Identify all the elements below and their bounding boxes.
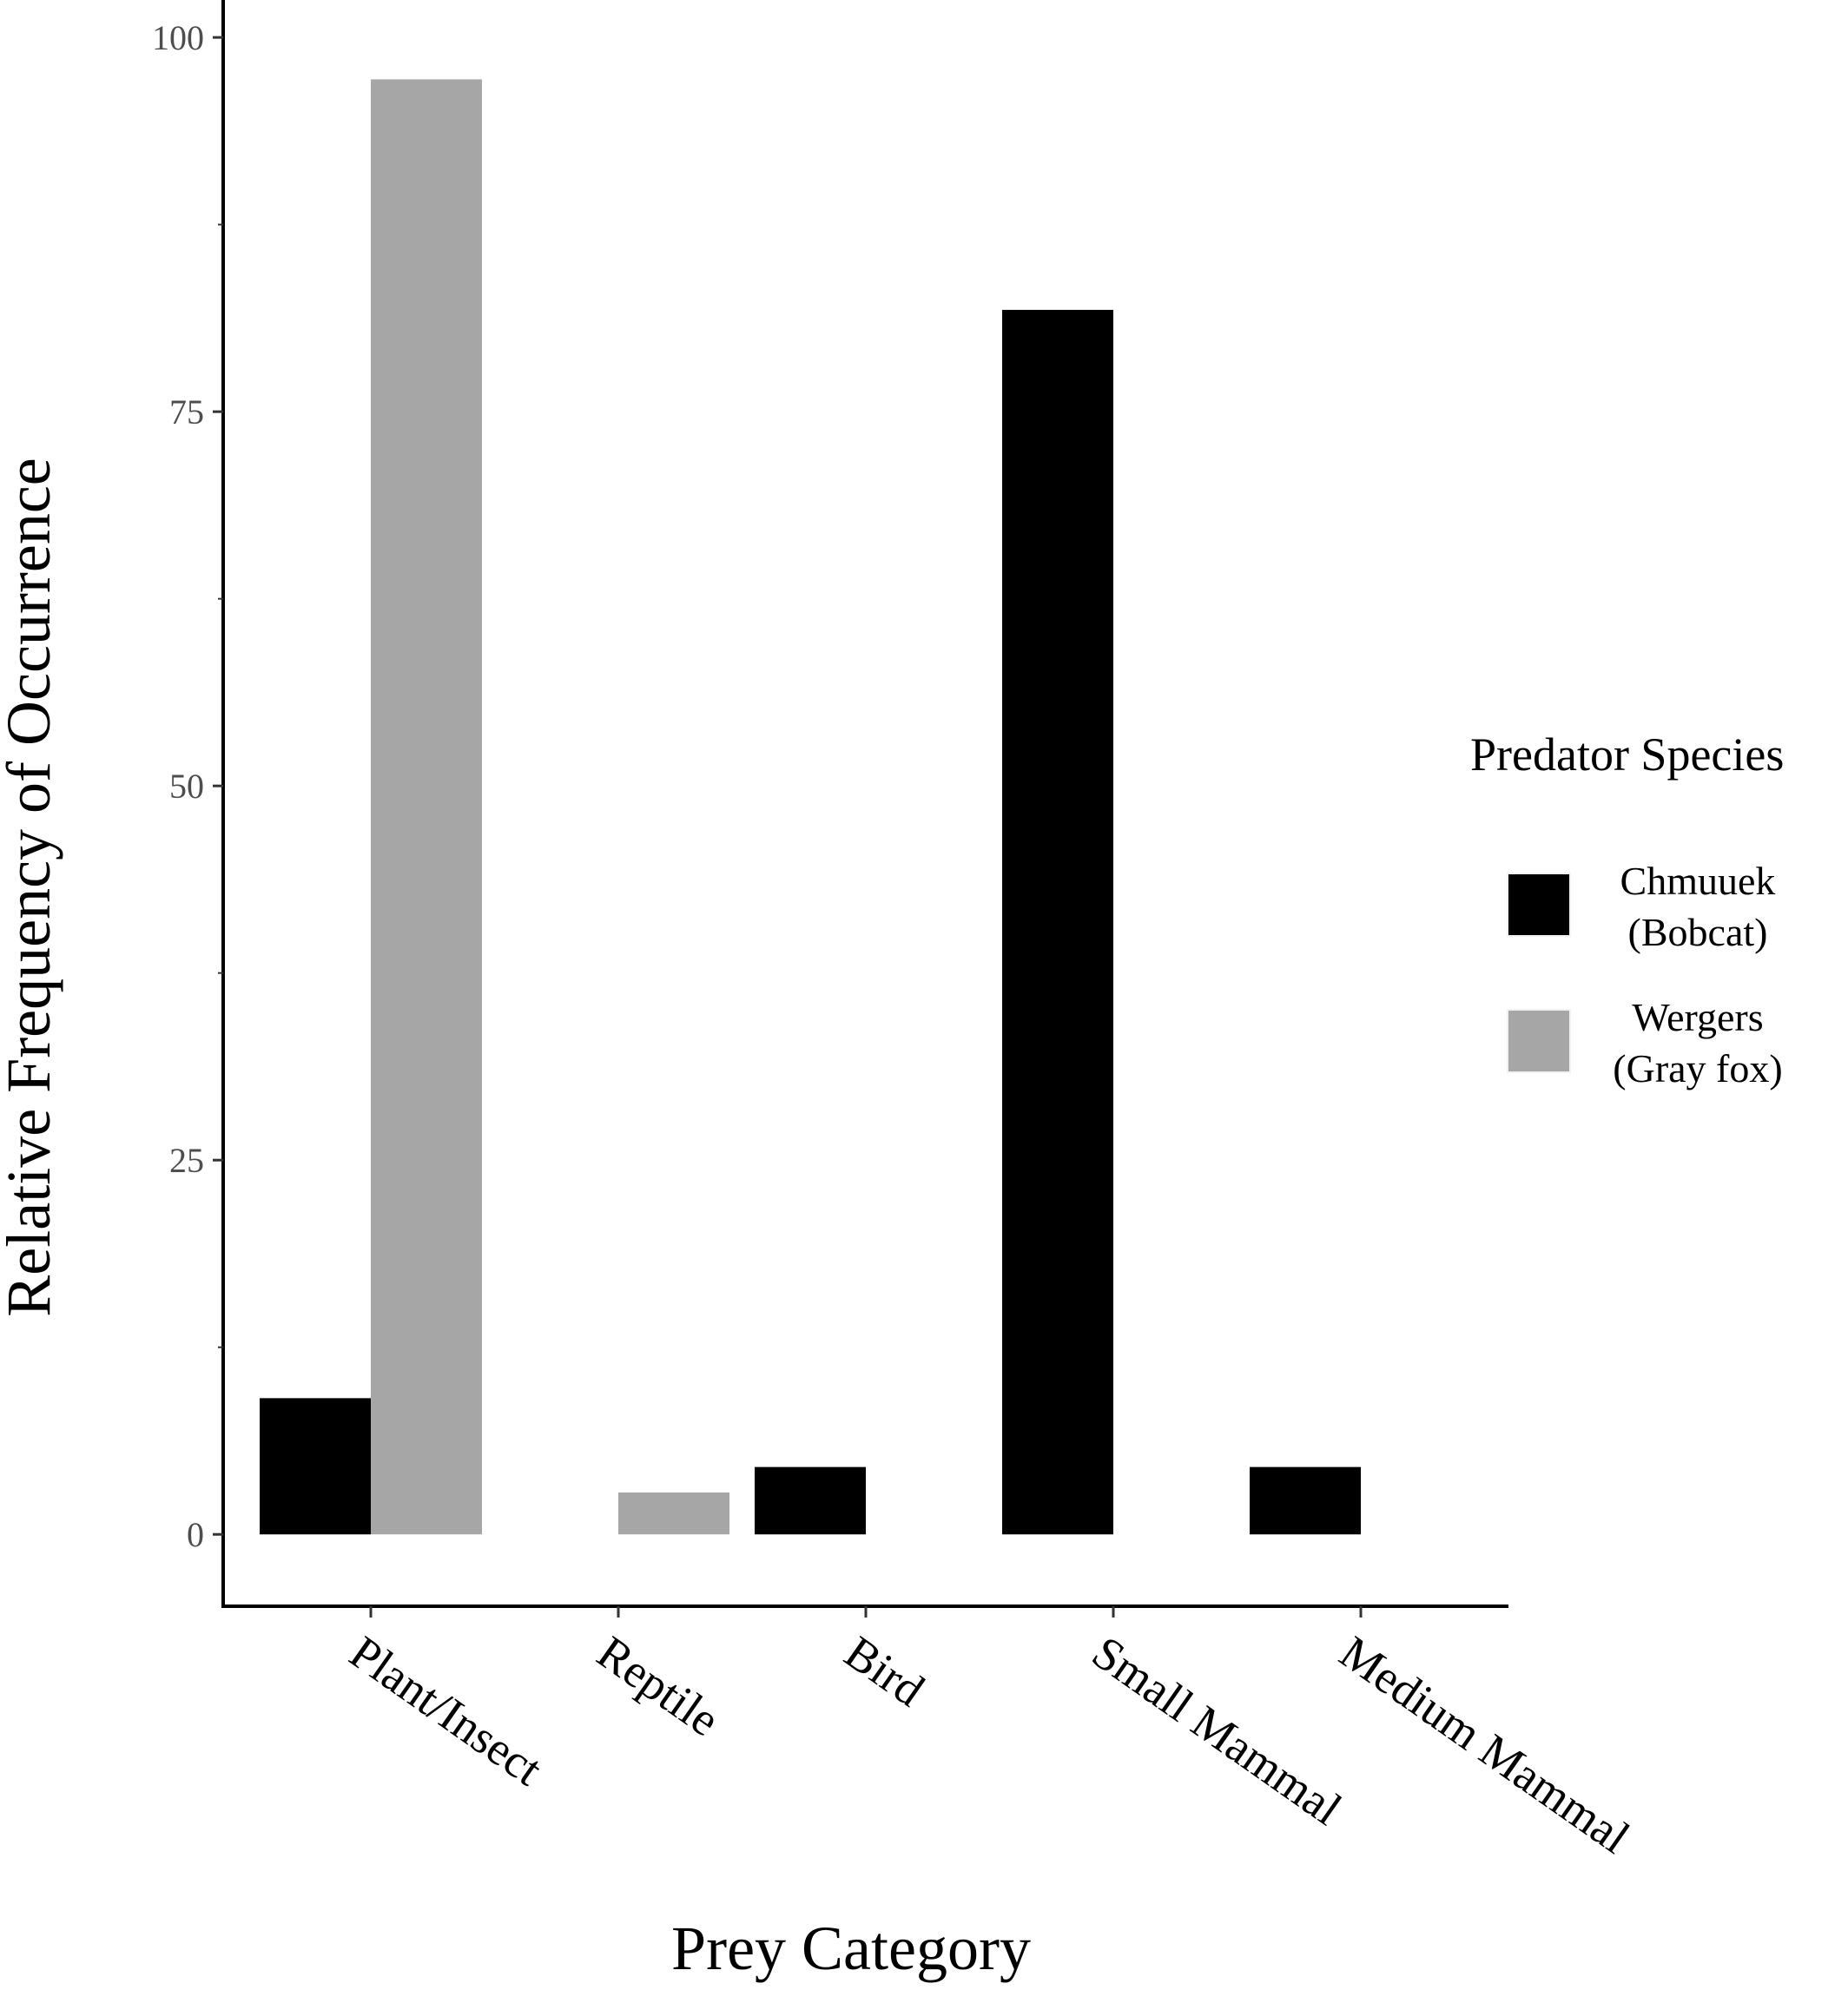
bars-layer	[260, 79, 1361, 1535]
legend-label: Wergers (Gray fox)	[1613, 995, 1782, 1091]
legend-label: Chmuuek (Bobcat)	[1620, 859, 1776, 954]
axes-layer	[213, 0, 1508, 1618]
y-tick-label: 75	[169, 392, 204, 432]
x-category-label: Small Mammal	[1083, 1626, 1350, 1835]
legend-title: Predator Species	[1470, 728, 1784, 781]
x-category-label: Medium Mammal	[1330, 1626, 1639, 1864]
y-tick-label: 100	[152, 18, 204, 57]
x-category-label: Reptile	[588, 1626, 729, 1747]
legend: Chmuuek (Bobcat) Wergers (Gray fox)	[1507, 859, 1783, 1091]
y-tick-label: 25	[169, 1141, 204, 1180]
y-axis-title: Relative Frequency of Occurrence	[0, 458, 63, 1317]
x-category-label: Plant/Insect	[340, 1626, 551, 1796]
legend-key	[1507, 873, 1571, 937]
bar-gray-fox-plant-insect	[371, 79, 482, 1535]
x-category-label: Bird	[835, 1626, 934, 1717]
bar-bobcat-bird	[755, 1466, 866, 1535]
bar-bobcat-plant-insect	[260, 1398, 371, 1535]
bar-gray-fox-reptile	[618, 1492, 729, 1535]
bar-bobcat-small-mammal	[1002, 309, 1113, 1535]
bar-bobcat-medium-mammal	[1250, 1466, 1361, 1535]
y-tick-label: 0	[187, 1515, 204, 1554]
y-tick-label: 50	[169, 767, 204, 806]
legend-key	[1507, 1009, 1571, 1073]
x-axis-title: Prey Category	[671, 1914, 1031, 1983]
